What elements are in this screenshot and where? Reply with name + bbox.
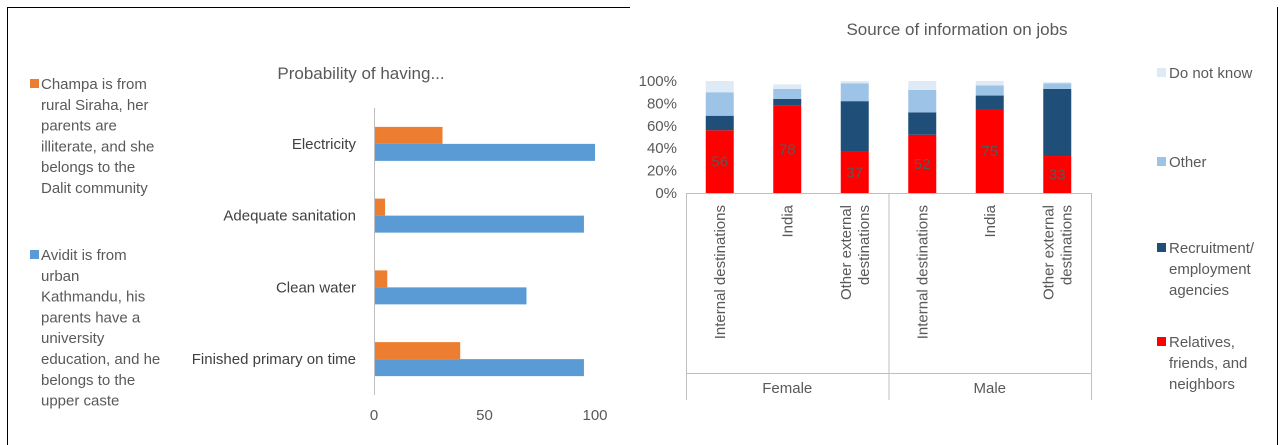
group-label-female: Female <box>762 380 812 397</box>
y-tick-label-adequate-sanitation: Adequate sanitation <box>223 208 356 225</box>
group-label-male: Male <box>973 380 1006 397</box>
legend-entry-relatives-friends-and-neighbors: Relatives, friends, and neighbors <box>1157 334 1247 393</box>
x-tick-label-50: 50 <box>476 407 493 424</box>
left-bars <box>374 126 595 377</box>
legend-label-other: Other <box>1169 154 1207 171</box>
right-axes: 0% 20% 40% 60% 80% 100% Internal destinations I… <box>639 73 1092 400</box>
legend-label-relatives-friends-and-neighbors: Relatives, friends, and neighbors <box>1169 334 1247 393</box>
legend-entry-recruitment-employment-agencies: Recruitment/employment agencies <box>1157 240 1255 299</box>
right-legend: Do not know Other Recruitment/employment ag… <box>1157 65 1255 393</box>
right-chart-title: Source of information on jobs <box>846 20 1067 39</box>
y-tick-label-electricity: Electricity <box>292 136 357 153</box>
bar-male-other-external-destinations-do-not-know <box>1043 82 1072 84</box>
bar-clean-water-avidit <box>374 287 527 305</box>
bar-female-internal-destinations-do-not-know <box>705 81 734 93</box>
legend-entry-avidit: Avidit is from urban Kathmandu, his parents… <box>30 247 160 410</box>
data-label-male-india: 75 <box>981 143 998 160</box>
bar-male-india-relatives-friends-and-neighbors <box>975 109 1004 193</box>
bar-female-india-recruitment-employment-agencies <box>773 98 802 106</box>
legend-label-do-not-know: Do not know <box>1169 65 1253 82</box>
data-label-female-india: 78 <box>779 141 796 158</box>
x-tick-label-0: 0 <box>370 407 378 424</box>
x-tick-label-female-india: India <box>779 204 796 237</box>
bar-female-india-relatives-friends-and-neighbors <box>773 105 802 193</box>
x-tick-label-male-other-external-destinations: Other externaldestinations <box>1040 205 1075 300</box>
y-tick-label-40pct: 40% <box>647 140 677 157</box>
bar-female-internal-destinations-relatives-friends-and-neighbors <box>705 130 734 193</box>
legend-entry-do-not-know: Do not know <box>1157 65 1253 82</box>
bar-male-internal-destinations-recruitment-employment-agencies <box>908 112 937 135</box>
legend-swatch-avidit <box>30 250 39 259</box>
bar-adequate-sanitation-avidit <box>374 215 584 233</box>
legend-swatch-champa <box>30 79 39 88</box>
bar-female-other-external-destinations-other <box>840 83 869 102</box>
bar-male-india-recruitment-employment-agencies <box>975 95 1004 109</box>
data-label-female-other-external-destinations: 37 <box>846 164 863 181</box>
y-tick-label-0pct: 0% <box>655 185 677 202</box>
legend-entry-champa: Champa is from rural Siraha, her parents a… <box>30 76 154 197</box>
bar-male-internal-destinations-relatives-friends-and-neighbors <box>908 134 937 193</box>
y-tick-label-100pct: 100% <box>639 73 677 90</box>
source-of-information-chart: Source of information on jobs 56 78 37 52 75… <box>639 20 1255 400</box>
legend-label-recruitment-employment-agencies: Recruitment/employment agencies <box>1169 240 1255 299</box>
legend-swatch-do-not-know <box>1157 68 1166 77</box>
legend-swatch-relatives-friends-and-neighbors <box>1157 337 1166 346</box>
bar-male-internal-destinations-do-not-know <box>908 81 937 90</box>
left-axes: Electricity Adequate sanitation Clean wate… <box>192 108 608 424</box>
bar-female-other-external-destinations-relatives-friends-and-neighbors <box>840 151 869 193</box>
bar-electricity-avidit <box>374 143 595 161</box>
bar-female-other-external-destinations-do-not-know <box>840 81 869 84</box>
bar-adequate-sanitation-champa <box>374 198 386 216</box>
x-tick-label-female-internal-destinations: Internal destinations <box>712 205 729 339</box>
bar-male-other-external-destinations-relatives-friends-and-neighbors <box>1043 156 1072 193</box>
bar-male-india-other <box>975 85 1004 96</box>
legend-label-champa: Champa is from rural Siraha, her parents a… <box>41 76 154 197</box>
bar-female-internal-destinations-recruitment-employment-agencies <box>705 115 734 131</box>
y-tick-label-clean-water: Clean water <box>276 279 356 296</box>
legend-entry-other: Other <box>1157 154 1207 171</box>
bar-male-other-external-destinations-recruitment-employment-agencies <box>1043 88 1072 157</box>
data-label-male-other-external-destinations: 33 <box>1049 167 1066 184</box>
y-tick-label-60pct: 60% <box>647 118 677 135</box>
y-tick-label-80pct: 80% <box>647 95 677 112</box>
bar-male-internal-destinations-other <box>908 89 937 113</box>
y-tick-label-20pct: 20% <box>647 163 677 180</box>
y-tick-label-finished-primary-on-time: Finished primary on time <box>192 351 356 368</box>
bar-female-india-other <box>773 88 802 99</box>
bar-clean-water-champa <box>374 270 388 288</box>
left-legend: Champa is from rural Siraha, her parents a… <box>30 76 160 410</box>
bar-female-internal-destinations-other <box>705 92 734 116</box>
data-label-male-internal-destinations: 52 <box>914 156 931 173</box>
bar-male-india-do-not-know <box>975 81 1004 86</box>
legend-swatch-recruitment-employment-agencies <box>1157 243 1166 252</box>
right-bars: 56 78 37 52 75 33 <box>705 81 1072 193</box>
legend-swatch-other <box>1157 157 1166 166</box>
data-label-female-internal-destinations: 56 <box>711 154 728 171</box>
left-chart-title: Probability of having... <box>277 64 444 83</box>
legend-label-avidit: Avidit is from urban Kathmandu, his parents… <box>41 247 160 410</box>
bar-finished-primary-on-time-avidit <box>374 359 584 377</box>
bar-female-other-external-destinations-recruitment-employment-agencies <box>840 101 869 152</box>
x-tick-label-male-india: India <box>982 204 999 237</box>
bar-female-india-do-not-know <box>773 84 802 89</box>
x-tick-label-female-other-external-destinations: Other externaldestinations <box>838 205 873 300</box>
x-tick-label-male-internal-destinations: Internal destinations <box>914 205 931 339</box>
bar-male-other-external-destinations-other <box>1043 83 1072 89</box>
probability-chart: Probability of having... Champa is from r… <box>30 64 608 424</box>
bar-finished-primary-on-time-champa <box>374 342 461 360</box>
bar-electricity-champa <box>374 126 443 144</box>
x-tick-label-100: 100 <box>582 407 607 424</box>
